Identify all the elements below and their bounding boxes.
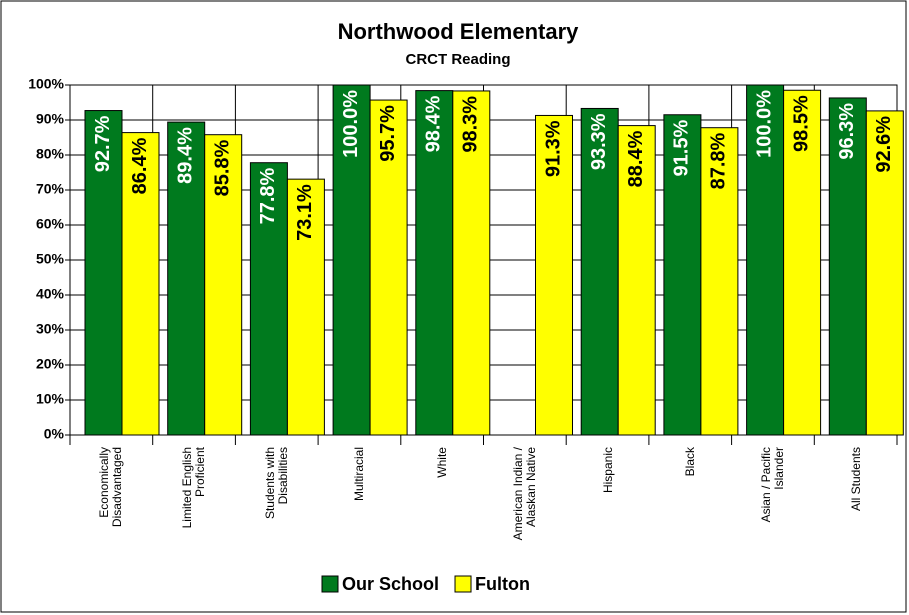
y-tick-label: 70% (36, 181, 65, 197)
bar (580, 107, 619, 436)
value-label: 98.5% (790, 95, 812, 152)
x-tick-label: All Students (848, 447, 863, 512)
value-label: 100.0% (340, 90, 362, 158)
y-tick-label: 90% (36, 111, 65, 127)
bar (249, 162, 288, 436)
x-tick-label: Students with Disabilities (262, 447, 290, 520)
value-label: 92.7% (92, 115, 114, 172)
y-tick-label: 100% (28, 76, 64, 92)
x-tick-label: Hispanic (600, 447, 615, 494)
chart-subtitle: CRCT Reading (406, 51, 511, 68)
legend-swatch (454, 575, 472, 593)
x-tick-label: American Indian / Alaskan Native (510, 447, 538, 541)
value-label: 87.8% (708, 132, 730, 189)
value-label: 86.4% (129, 137, 151, 194)
value-label: 77.8% (257, 167, 279, 224)
value-label: 73.1% (294, 184, 316, 241)
bar (369, 99, 408, 436)
x-tick-label: Limited English Proficient (180, 447, 208, 529)
bar (121, 132, 160, 436)
value-label: 98.3% (460, 96, 482, 153)
value-label: 88.4% (625, 130, 647, 187)
value-label: 92.6% (873, 116, 895, 173)
value-label: 91.3% (542, 120, 564, 177)
bar (783, 89, 822, 436)
bar (535, 114, 573, 436)
y-tick-label: 40% (36, 286, 65, 302)
value-label: 98.4% (423, 95, 445, 152)
bar (167, 121, 206, 436)
bar (452, 90, 491, 436)
y-tick-label: 50% (36, 251, 65, 267)
x-tick-label: White (434, 447, 449, 478)
value-label: 91.5% (671, 120, 693, 177)
value-label: 95.7% (377, 105, 399, 162)
legend-label: Our School (342, 574, 439, 594)
x-tick-label: Black (682, 447, 697, 477)
bar (865, 110, 904, 436)
x-tick-label: Asian / Pacific Islander (758, 447, 786, 523)
bar (286, 178, 325, 436)
legend-label: Fulton (475, 574, 530, 594)
y-tick-label: 80% (36, 146, 65, 162)
bar (332, 84, 371, 436)
bar (828, 97, 867, 436)
value-label: 100.0% (753, 90, 775, 158)
value-label: 85.8% (211, 139, 233, 196)
bar (204, 134, 243, 436)
y-tick-label: 0% (44, 426, 65, 442)
chart-title: Northwood Elementary (338, 19, 580, 44)
bar (617, 125, 656, 436)
value-label: 89.4% (174, 127, 196, 184)
y-tick-label: 10% (36, 391, 65, 407)
x-tick-label: Economically Disadvantaged (97, 447, 125, 528)
legend-swatch (321, 575, 339, 593)
y-tick-label: 30% (36, 321, 65, 337)
y-tick-label: 60% (36, 216, 65, 232)
value-label: 96.3% (836, 103, 858, 160)
bar (415, 90, 454, 436)
bar (746, 84, 785, 436)
value-label: 93.3% (588, 113, 610, 170)
bar (700, 127, 739, 436)
x-tick-label: Multiracial (351, 447, 366, 502)
y-tick-label: 20% (36, 356, 65, 372)
